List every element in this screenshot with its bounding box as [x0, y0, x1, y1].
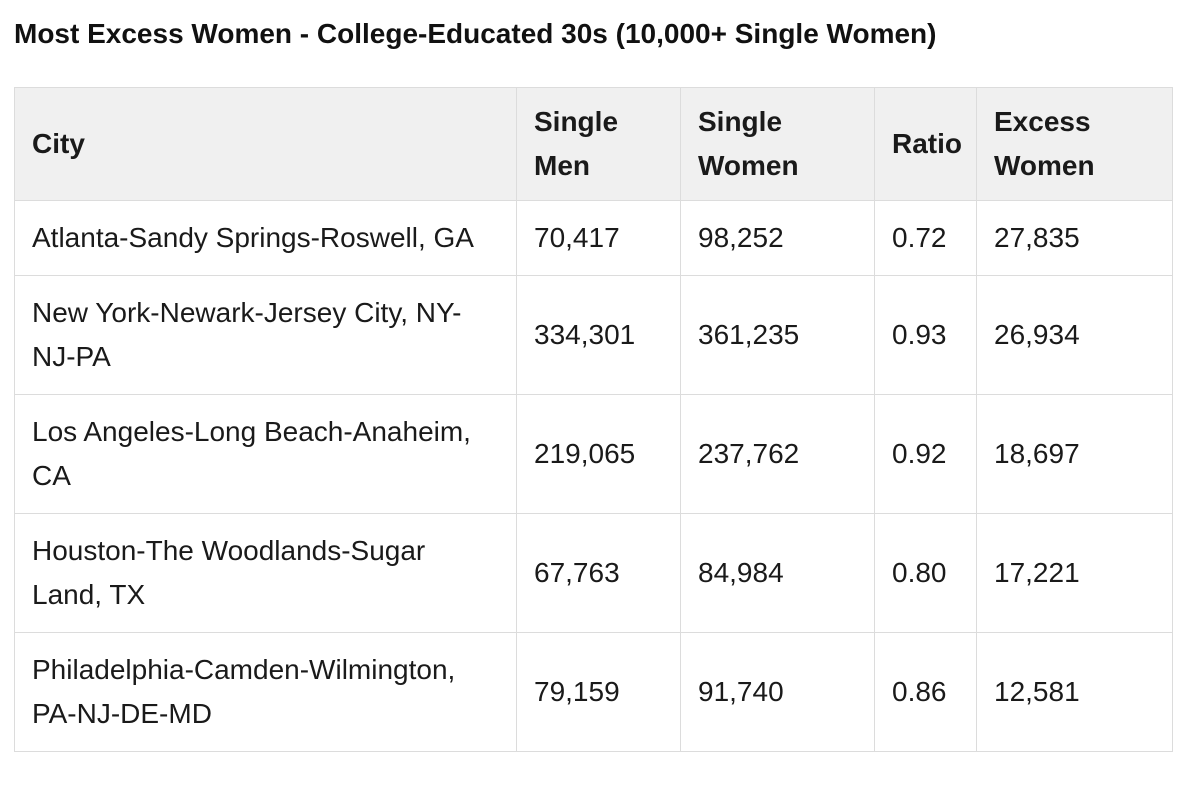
city-cell: New York-Newark-Jersey City, NY-NJ-PA — [14, 275, 517, 396]
single-men-cell: 334,301 — [516, 275, 681, 396]
column-header-single-women: Single Women — [680, 87, 875, 202]
single-women-cell: 91,740 — [680, 632, 875, 753]
ratio-cell: 0.92 — [874, 394, 977, 515]
city-cell: Philadelphia-Camden-Wilmington, PA-NJ-DE… — [14, 632, 517, 753]
table-header: City Single Men Single Women Ratio Exces… — [14, 87, 1173, 202]
single-women-cell: 237,762 — [680, 394, 875, 515]
single-men-cell: 219,065 — [516, 394, 681, 515]
ratio-cell: 0.72 — [874, 200, 977, 277]
excess-women-table: City Single Men Single Women Ratio Exces… — [14, 87, 1173, 753]
table-body: Atlanta-Sandy Springs-Roswell, GA 70,417… — [14, 200, 1173, 753]
table-row: Atlanta-Sandy Springs-Roswell, GA 70,417… — [14, 200, 1173, 277]
single-men-cell: 70,417 — [516, 200, 681, 277]
excess-women-cell: 26,934 — [976, 275, 1173, 396]
table-row: Houston-The Woodlands-Sugar Land, TX 67,… — [14, 513, 1173, 634]
ratio-cell: 0.80 — [874, 513, 977, 634]
excess-women-cell: 27,835 — [976, 200, 1173, 277]
column-header-excess-women: Excess Women — [976, 87, 1173, 202]
excess-women-cell: 12,581 — [976, 632, 1173, 753]
ratio-cell: 0.93 — [874, 275, 977, 396]
city-cell: Houston-The Woodlands-Sugar Land, TX — [14, 513, 517, 634]
excess-women-cell: 17,221 — [976, 513, 1173, 634]
single-women-cell: 84,984 — [680, 513, 875, 634]
single-men-cell: 67,763 — [516, 513, 681, 634]
header-row: City Single Men Single Women Ratio Exces… — [14, 87, 1173, 202]
single-women-cell: 361,235 — [680, 275, 875, 396]
table-row: Los Angeles-Long Beach-Anaheim, CA 219,0… — [14, 394, 1173, 515]
table-row: Philadelphia-Camden-Wilmington, PA-NJ-DE… — [14, 632, 1173, 753]
column-header-ratio: Ratio — [874, 87, 977, 202]
excess-women-cell: 18,697 — [976, 394, 1173, 515]
single-men-cell: 79,159 — [516, 632, 681, 753]
ratio-cell: 0.86 — [874, 632, 977, 753]
city-cell: Atlanta-Sandy Springs-Roswell, GA — [14, 200, 517, 277]
page: Most Excess Women - College-Educated 30s… — [14, 18, 1173, 753]
column-header-city: City — [14, 87, 517, 202]
city-cell: Los Angeles-Long Beach-Anaheim, CA — [14, 394, 517, 515]
column-header-single-men: Single Men — [516, 87, 681, 202]
page-title: Most Excess Women - College-Educated 30s… — [14, 18, 937, 49]
single-women-cell: 98,252 — [680, 200, 875, 277]
table-row: New York-Newark-Jersey City, NY-NJ-PA 33… — [14, 275, 1173, 396]
